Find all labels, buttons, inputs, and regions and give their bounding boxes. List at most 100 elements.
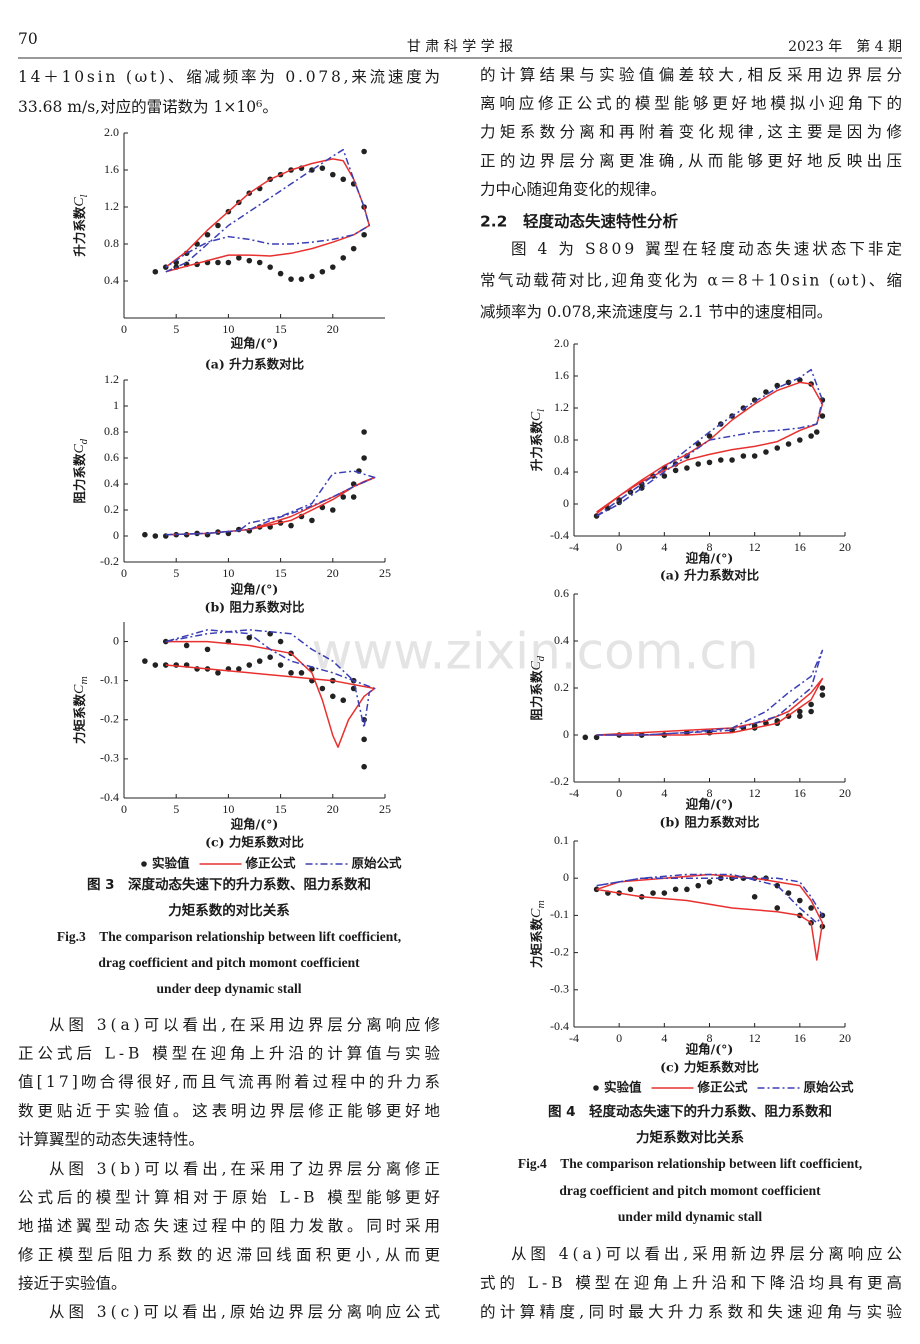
- x-tick-label: 12: [749, 786, 761, 800]
- legend-label: 原始公式: [804, 1080, 855, 1095]
- y-tick-label: 0.6: [554, 586, 569, 600]
- x-tick-label: 20: [839, 786, 851, 800]
- legend-label: 原始公式: [352, 856, 403, 871]
- data-point: [763, 449, 769, 455]
- data-point: [350, 245, 357, 252]
- x-tick-label: 8: [707, 540, 713, 554]
- data-point: [740, 453, 747, 459]
- x-tick-label: 4: [661, 1031, 667, 1045]
- paragraph-line: 从图 4(a)可以看出,采用新边界层分离响应公: [511, 1244, 902, 1263]
- x-axis-label: 迎角/(°): [231, 582, 279, 597]
- y-tick-label: 0.1: [554, 833, 569, 847]
- data-point: [340, 176, 347, 183]
- data-point: [785, 441, 792, 447]
- subplot-caption: (b) 阻力系数对比: [660, 815, 760, 830]
- data-point: [808, 708, 814, 715]
- x-tick-label: 0: [121, 322, 127, 336]
- data-point: [819, 413, 826, 419]
- x-axis-label: 迎角/(°): [686, 797, 734, 812]
- data-point: [695, 461, 702, 467]
- data-point: [361, 429, 367, 435]
- y-tick-label: 1.2: [104, 372, 119, 386]
- issue: 2023 年 第 4 期: [788, 38, 902, 55]
- y-tick-label: -0.4: [550, 528, 569, 542]
- data-point: [593, 734, 600, 741]
- x-tick-label: 8: [707, 1031, 713, 1045]
- series-line: [596, 649, 824, 736]
- x-tick-label: 10: [222, 802, 234, 816]
- series-line: [596, 677, 824, 736]
- data-point: [267, 264, 273, 270]
- y-tick-label: 0: [563, 496, 569, 510]
- data-point: [774, 905, 781, 911]
- x-tick-label: 0: [616, 1031, 622, 1045]
- figure-caption-zh: 图 3 深度动态失速下的升力系数、阻力系数和: [87, 876, 371, 893]
- series-line: [165, 148, 371, 273]
- data-point: [729, 457, 735, 463]
- y-tick-label: 0.8: [104, 424, 119, 438]
- data-point: [330, 507, 336, 513]
- paragraph-line: 值[17]吻合得很好,而且气流再附着过程中的升力系: [18, 1073, 440, 1091]
- chart: 0.4 0.8 1.2 1.6 2.0 0 5 10 15 20 迎角/(°) (a) 升力系数对比 升…: [72, 125, 385, 372]
- data-point: [813, 429, 820, 435]
- x-tick-label: 4: [661, 540, 667, 554]
- data-point: [152, 533, 159, 539]
- paragraph-line: 地描述翼型动态失速过程中的阻力发散。同时采用: [18, 1217, 440, 1235]
- subplot-caption: (a) 升力系数对比: [660, 568, 760, 583]
- figure-caption-zh: 力矩系数的对比关系: [168, 902, 290, 919]
- legend-label: 修正公式: [245, 856, 297, 871]
- y-tick-label: 1.6: [104, 162, 119, 176]
- data-point: [215, 259, 221, 266]
- data-point: [288, 276, 294, 282]
- y-tick-label: -0.2: [550, 944, 569, 958]
- data-point: [319, 268, 326, 275]
- y-axis-label: 力矩系数Cm: [72, 676, 90, 744]
- y-tick-label: 0.2: [554, 680, 569, 694]
- data-point: [672, 467, 679, 474]
- data-point: [204, 646, 211, 653]
- y-tick-label: -0.2: [100, 554, 119, 568]
- y-axis-label-subscript: m: [537, 900, 547, 909]
- x-tick-label: 0: [121, 566, 127, 580]
- data-point: [340, 255, 347, 261]
- subplot-caption: (c) 力矩系数对比: [205, 835, 304, 850]
- y-axis-label-symbol: C: [529, 661, 544, 671]
- x-tick-label: 16: [794, 1031, 806, 1045]
- y-axis-label: 阻力系数Cd: [529, 655, 547, 720]
- y-axis-label-subscript: d: [80, 438, 90, 444]
- figure-caption-en: Fig.4 The comparison relationship betwee…: [518, 1156, 862, 1171]
- figure-caption-en: Fig.3 The comparison relationship betwee…: [57, 929, 401, 944]
- paragraph-line: 常气动载荷对比,迎角变化为 α＝8＋10sin (ωt)、缩: [480, 272, 902, 290]
- data-point: [256, 658, 263, 664]
- data-point: [774, 382, 781, 389]
- data-point: [330, 264, 336, 270]
- x-tick-label: 8: [707, 786, 713, 800]
- paragraph-line: 正公式后 L-B 模型在迎角上升沿的计算值与实验: [18, 1044, 440, 1063]
- data-point: [808, 701, 814, 708]
- data-point: [246, 257, 253, 264]
- figure-caption-zh: 图 4 轻度动态失速下的升力系数、阻力系数和: [548, 1103, 832, 1120]
- paragraph-line: 计算翼型的动态失速特性。: [18, 1129, 204, 1148]
- data-point: [215, 670, 221, 676]
- y-axis-label-subscript: m: [80, 676, 90, 685]
- data-point: [672, 886, 679, 893]
- data-point: [204, 231, 211, 238]
- chart: -0.2 0 0.2 0.4 0.6 -4 0 4 8 12 16 20 迎角/(°) (b) 阻力系数对…: [529, 586, 852, 830]
- series-line: [596, 873, 824, 961]
- series-line: [596, 873, 824, 924]
- y-axis-label-name: 升力系数: [529, 421, 544, 472]
- data-point: [797, 437, 803, 443]
- data-point: [225, 259, 232, 266]
- legend-label: 修正公式: [697, 1080, 749, 1095]
- paragraph-line: 修正模型后阻力系数的迟滞回线面积更小,从而更: [18, 1246, 440, 1264]
- y-tick-label: 0.8: [554, 432, 569, 446]
- figure-caption-zh: 力矩系数对比关系: [636, 1129, 744, 1146]
- data-point: [277, 662, 284, 668]
- x-axis-label: 迎角/(°): [231, 817, 279, 832]
- data-point: [152, 662, 159, 668]
- data-point: [173, 662, 179, 668]
- data-point: [309, 517, 315, 524]
- subplot-caption: (b) 阻力系数对比: [205, 600, 305, 615]
- data-point: [661, 890, 668, 896]
